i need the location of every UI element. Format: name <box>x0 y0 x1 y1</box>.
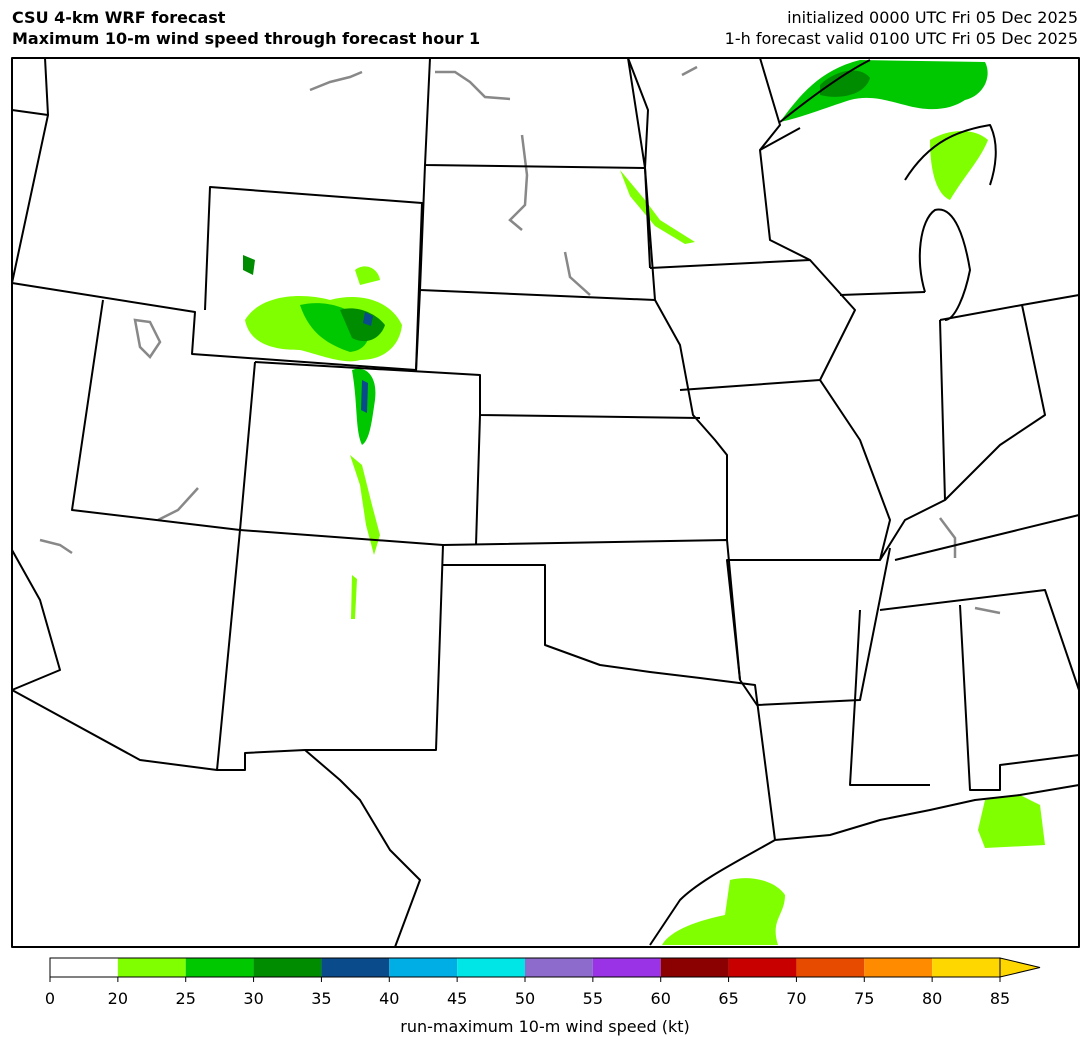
colorbar-segment <box>50 958 118 977</box>
colorbar: run-maximum 10-m wind speed (kt) 0 20 25 30… <box>45 957 1041 1036</box>
map <box>11 57 1080 948</box>
colorbar-segment <box>592 958 661 977</box>
colorbar-segment <box>932 958 1000 977</box>
title: CSU 4-km WRF forecast <box>12 8 226 27</box>
colorbar-segment <box>117 958 186 977</box>
valid-time: 1-h forecast valid 0100 UTC Fri 05 Dec 2… <box>725 29 1078 48</box>
colorbar-tick-label: 35 <box>311 989 331 1008</box>
colorbar-segment <box>864 958 933 977</box>
colorbar-tick-label: 65 <box>718 989 738 1008</box>
colorbar-tick-label: 45 <box>447 989 467 1008</box>
colorbar-tick-label: 25 <box>176 989 196 1008</box>
colorbar-segment <box>185 958 254 977</box>
colorbar-segment <box>660 958 729 977</box>
colorbar-extend <box>999 957 1041 978</box>
colorbar-tick-label: 0 <box>45 989 55 1008</box>
colorbar-segment <box>728 958 797 977</box>
colorbar-tick-label: 75 <box>854 989 874 1008</box>
colorbar-tick-label: 85 <box>990 989 1010 1008</box>
colorbar-label: run-maximum 10-m wind speed (kt) <box>400 1017 690 1036</box>
colorbar-tick-label: 80 <box>922 989 942 1008</box>
colorbar-tick-label: 40 <box>379 989 399 1008</box>
colorbar-tick-label: 60 <box>651 989 671 1008</box>
colorbar-segment <box>389 958 458 977</box>
colorbar-segment <box>321 958 390 977</box>
colorbar-tick-label: 30 <box>243 989 263 1008</box>
subtitle: Maximum 10-m wind speed through forecast… <box>12 29 480 48</box>
colorbar-segment <box>796 958 865 977</box>
state-borders <box>11 57 1080 948</box>
colorbar-tick-label: 20 <box>108 989 128 1008</box>
lakes <box>39 65 1001 615</box>
init-time: initialized 0000 UTC Fri 05 Dec 2025 <box>787 8 1078 27</box>
colorbar-tick-label: 50 <box>515 989 535 1008</box>
colorbar-tick-label: 70 <box>786 989 806 1008</box>
wind-areas <box>243 60 1045 945</box>
colorbar-segment <box>525 958 593 977</box>
colorbar-segment <box>253 958 322 977</box>
colorbar-tick-label: 55 <box>583 989 603 1008</box>
colorbar-segment <box>457 958 525 977</box>
